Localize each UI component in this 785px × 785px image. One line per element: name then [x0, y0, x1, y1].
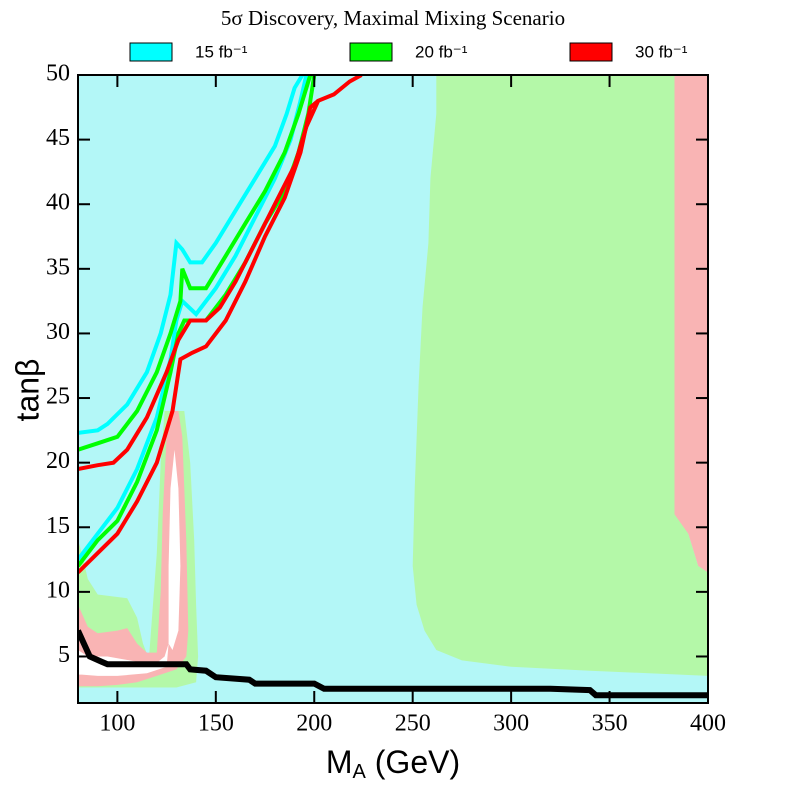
x-tick-label: 200 [296, 711, 332, 737]
legend-swatch [129, 42, 173, 62]
y-axis-label: tanβ [9, 359, 45, 422]
y-tick-label: 20 [46, 448, 70, 474]
y-tick-label: 15 [46, 513, 70, 539]
x-tick-label: 150 [198, 711, 234, 737]
legend-label: 15 fb⁻¹ [195, 42, 248, 61]
region [78, 411, 189, 687]
x-tick-label: 400 [690, 711, 726, 737]
x-tick-label: 100 [99, 711, 135, 737]
region [412, 75, 708, 676]
uncovered-region [168, 449, 181, 650]
y-tick-label: 35 [46, 254, 70, 280]
y-tick-label: 45 [46, 125, 70, 151]
x-label-sub: A [353, 761, 367, 783]
uncovered-region [78, 643, 169, 676]
region [674, 75, 708, 573]
contour-line [78, 75, 313, 452]
y-tick-label: 30 [46, 319, 70, 345]
x-label-rest: (GeV) [366, 744, 460, 780]
x-axis-label: MA (GeV) [326, 744, 460, 783]
plot-area [78, 75, 708, 703]
y-tick-label: 25 [46, 384, 70, 410]
legend-label: 30 fb⁻¹ [635, 42, 688, 61]
legend-swatch [349, 42, 393, 62]
y-tick-label: 50 [46, 61, 70, 87]
limit-line [78, 629, 708, 699]
x-label-main: M [326, 744, 353, 780]
y-tick-label: 40 [46, 190, 70, 216]
x-tick-label: 250 [395, 711, 431, 737]
chart-title: 5σ Discovery, Maximal Mixing Scenario [221, 6, 565, 30]
y-tick-label: 5 [58, 642, 70, 668]
contour-line [78, 75, 305, 435]
plot-frame [77, 74, 709, 704]
y-tick-label: 10 [46, 577, 70, 603]
x-tick-label: 300 [493, 711, 529, 737]
legend-label: 20 fb⁻¹ [415, 42, 468, 61]
contour-line [78, 99, 320, 574]
legend-swatch [569, 42, 613, 62]
x-tick-label: 350 [592, 711, 628, 737]
